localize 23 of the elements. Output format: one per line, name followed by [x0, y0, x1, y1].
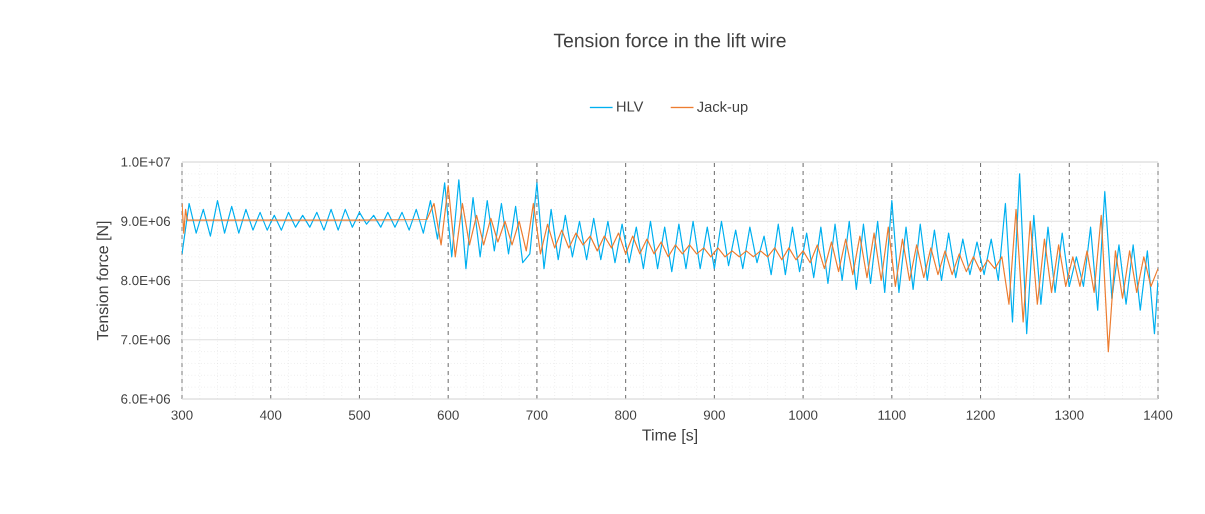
y-tick-label: 6.0E+06	[121, 394, 171, 404]
line-series	[182, 173, 1159, 335]
y-axis-title: Tension force [N]	[96, 221, 112, 341]
y-tick-label: 7.0E+06	[121, 335, 171, 345]
chart-title: Tension force in the lift wire	[553, 33, 786, 48]
x-tick-label: 1300	[1055, 410, 1084, 420]
legend-label: HLV	[617, 101, 644, 112]
x-tick-label: 500	[348, 410, 371, 420]
x-tick-label: 1200	[966, 410, 995, 420]
y-tick-label: 1.0E+07	[121, 157, 170, 167]
x-tick-label: 900	[703, 410, 725, 420]
x-tick-label: 400	[259, 410, 282, 420]
x-tick-label: 1400	[1144, 410, 1173, 420]
x-tick-label: 1000	[789, 410, 818, 420]
legend-label: Jack-up	[697, 101, 748, 115]
x-tick-label: 700	[526, 410, 548, 420]
x-tick-label: 600	[437, 410, 459, 420]
y-tick-label: 9.0E+06	[121, 216, 171, 226]
x-tick-label: 800	[615, 410, 637, 420]
x-axis-title: Time [s]	[642, 428, 697, 444]
x-tick-label: 300	[171, 410, 193, 420]
y-tick-label: 8.0E+06	[121, 275, 171, 286]
x-tick-label: 1100	[878, 410, 906, 420]
